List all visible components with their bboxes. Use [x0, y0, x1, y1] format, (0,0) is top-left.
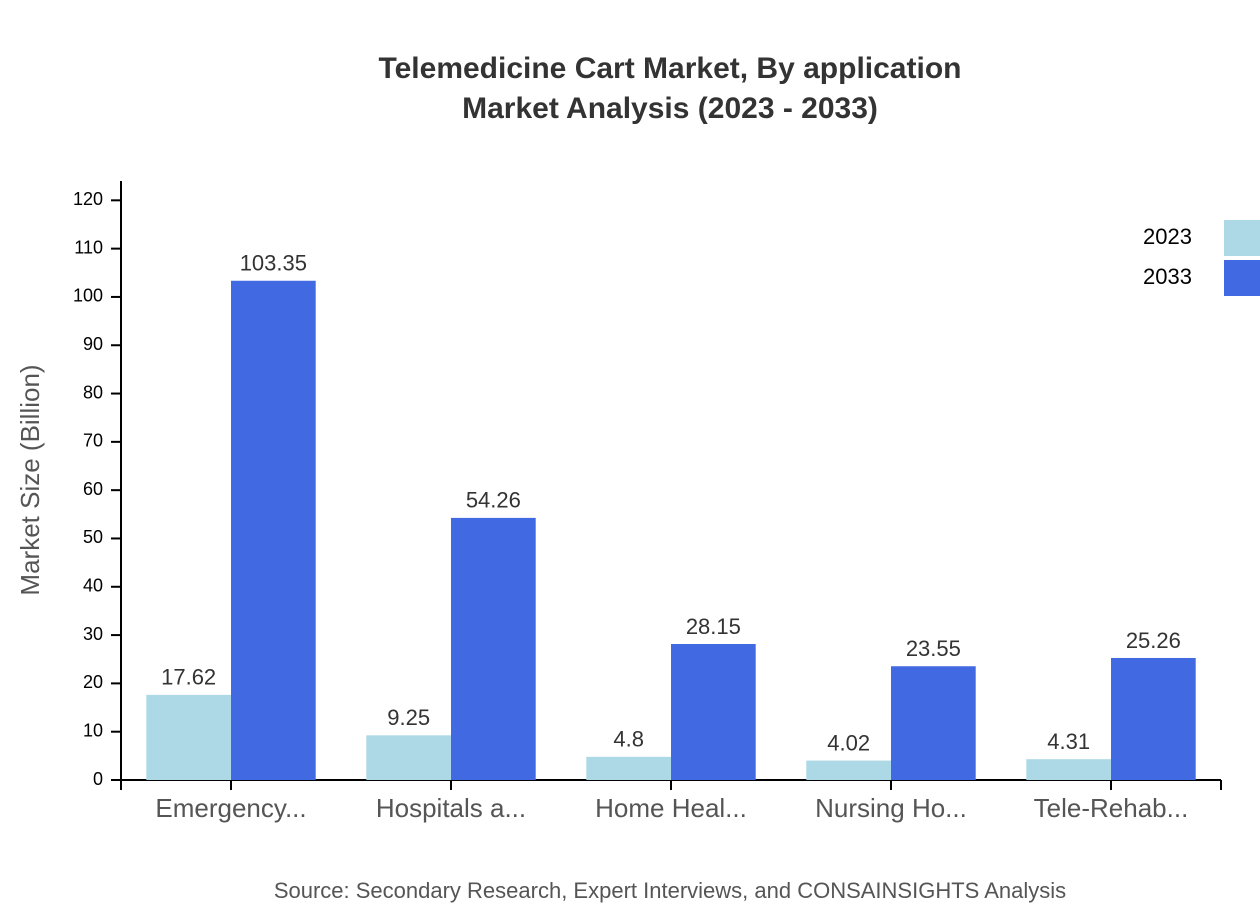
bar [1111, 657, 1196, 780]
legend-swatch [1224, 260, 1260, 296]
bar [671, 644, 756, 780]
y-tick-label: 120 [73, 189, 103, 209]
value-label: 54.26 [466, 488, 521, 513]
legend-label: 2023 [1143, 224, 1192, 249]
x-tick-label: Emergency... [155, 793, 306, 823]
x-tick-label: Home Heal... [595, 793, 747, 823]
bar [231, 280, 316, 780]
x-tick-label: Tele-Rehab... [1034, 793, 1189, 823]
y-tick-label: 30 [83, 624, 103, 644]
x-tick-label: Nursing Ho... [815, 793, 967, 823]
bar [146, 694, 231, 780]
chart-subtitle: Market Analysis (2023 - 2033) [462, 92, 878, 125]
value-label: 23.55 [906, 636, 961, 661]
value-label: 103.35 [240, 251, 307, 276]
bar [1026, 759, 1111, 780]
value-label: 28.15 [686, 614, 741, 639]
y-axis-title: Market Size (Billion) [15, 364, 45, 595]
y-tick-label: 20 [83, 672, 103, 692]
y-tick-label: 80 [83, 382, 103, 402]
y-tick-label: 100 [73, 286, 103, 306]
value-label: 4.02 [827, 730, 870, 755]
y-tick-label: 60 [83, 479, 103, 499]
x-tick-label: Hospitals a... [376, 793, 526, 823]
value-label: 17.62 [161, 665, 216, 690]
chart-title: Telemedicine Cart Market, By application [379, 52, 962, 85]
bar [451, 517, 536, 780]
bar [366, 735, 451, 780]
y-tick-label: 40 [83, 576, 103, 596]
y-tick-label: 90 [83, 334, 103, 354]
source-note: Source: Secondary Research, Expert Inter… [274, 878, 1066, 903]
bar [586, 756, 671, 780]
y-tick-label: 0 [93, 769, 103, 789]
y-tick-label: 70 [83, 431, 103, 451]
value-label: 4.31 [1047, 729, 1090, 754]
y-tick-label: 50 [83, 527, 103, 547]
y-tick-label: 10 [83, 720, 103, 740]
y-tick-label: 110 [74, 237, 103, 257]
value-label: 9.25 [387, 705, 430, 730]
value-label: 25.26 [1126, 628, 1181, 653]
bar [891, 666, 976, 780]
value-label: 4.8 [613, 727, 644, 752]
bar [806, 760, 891, 780]
legend-label: 2033 [1143, 264, 1192, 289]
legend-swatch [1224, 220, 1260, 256]
